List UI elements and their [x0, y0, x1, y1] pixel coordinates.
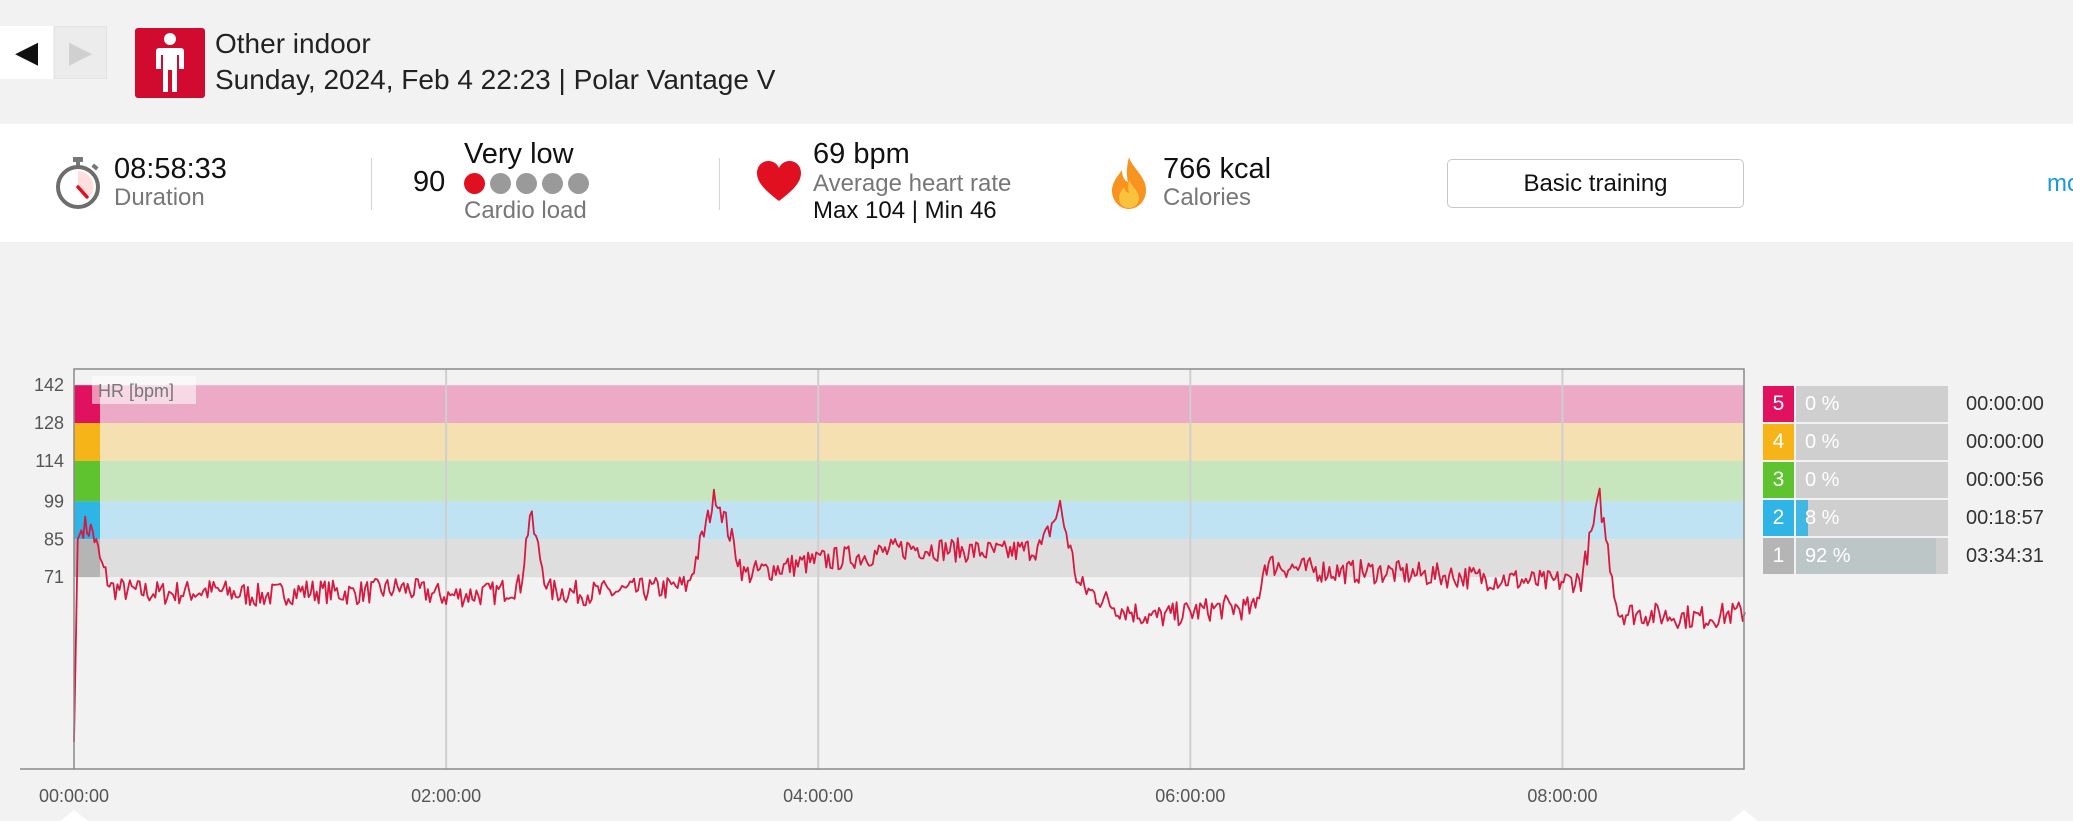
- y-axis-label-bg: [92, 376, 196, 404]
- x-tick-label: 04:00:00: [783, 786, 853, 806]
- y-tick-label: 99: [44, 491, 64, 511]
- heart-rate-chart[interactable]: 142 128 114 99 85 71 00:00:00 02:00:00 04:00:00…: [0, 350, 1760, 821]
- chart-grid: [445, 369, 1564, 769]
- x-tick-label: 02:00:00: [411, 786, 481, 806]
- zone-number-badge: 1: [1763, 538, 1794, 574]
- y-tick-label: 128: [34, 413, 64, 433]
- y-tick-label: 114: [35, 451, 64, 471]
- cardio-load-dots: [464, 173, 589, 194]
- divider: [719, 158, 720, 210]
- hr-zone-band-5: [74, 385, 1744, 424]
- hr-series-line: [73, 487, 1746, 743]
- heart-icon: [756, 160, 802, 207]
- person-standing-icon: [135, 28, 205, 98]
- zone-percent: 8 %: [1805, 507, 1840, 529]
- hr-series: [73, 487, 1746, 743]
- zone-time: 00:00:56: [1966, 469, 2044, 491]
- header-bar: ◀ ▶ Other indoor Sunday, 2024, Feb 4 22:…: [0, 0, 2073, 124]
- zone-bar: [1796, 462, 1948, 498]
- cardio-dot-empty: [490, 173, 511, 194]
- zone-bar: [1796, 386, 1948, 422]
- triangle-left-icon: ◀: [14, 36, 39, 69]
- hr-max-min: Max 104 | Min 46: [813, 197, 997, 224]
- hr-zone-bands: [74, 385, 1744, 578]
- zone-percent: 92 %: [1805, 545, 1851, 567]
- range-handle-left[interactable]: [60, 810, 88, 821]
- x-axis-ticks: 00:00:00 02:00:00 04:00:00 06:00:00 08:00:00: [39, 786, 1598, 806]
- zone-number-badge: 3: [1763, 462, 1794, 498]
- triangle-right-icon: ▶: [68, 36, 93, 69]
- hr-zone-marker-3: [74, 460, 100, 502]
- x-tick-label: 06:00:00: [1155, 786, 1225, 806]
- summary-bar: [0, 124, 2073, 242]
- zone-bar: [1796, 500, 1948, 536]
- cardio-load-label: Cardio load: [464, 197, 587, 224]
- zone-time: 00:00:00: [1966, 431, 2044, 453]
- divider: [371, 158, 372, 210]
- zone-percent: 0 %: [1805, 469, 1840, 491]
- zone-bar: [1796, 538, 1948, 574]
- cardio-dot-filled: [464, 173, 485, 194]
- zone-percent: 0 %: [1805, 431, 1840, 453]
- zone-time: 00:18:57: [1966, 507, 2044, 529]
- cardio-load-level: Very low: [464, 138, 574, 170]
- hr-zone-band-2: [74, 501, 1744, 540]
- zone-bar-fill: [1796, 500, 1809, 536]
- calories-label: Calories: [1163, 184, 1252, 211]
- more-link[interactable]: mo: [2047, 170, 2073, 197]
- zone-percent: 0 %: [1805, 393, 1840, 415]
- hr-zone-band-3: [74, 460, 1744, 502]
- y-tick-label: 85: [44, 529, 64, 549]
- cardio-dot-empty: [568, 173, 589, 194]
- x-tick-label: 08:00:00: [1527, 786, 1597, 806]
- y-tick-label: 142: [34, 375, 64, 395]
- sport-name: Other indoor: [215, 28, 371, 59]
- stopwatch-icon: [54, 156, 102, 215]
- zone-number-badge: 4: [1763, 424, 1794, 460]
- training-type-button[interactable]: Basic training: [1447, 159, 1744, 208]
- zone-time: 00:00:00: [1966, 393, 2044, 415]
- cardio-dot-empty: [542, 173, 563, 194]
- zone-bar: [1796, 424, 1948, 460]
- plot-frame: [73, 368, 1745, 770]
- hr-zone-marker-4: [74, 423, 100, 461]
- average-hr-value: 69 bpm: [813, 138, 910, 170]
- y-tick-label: 71: [44, 567, 64, 587]
- calories-value: 766 kcal: [1163, 153, 1272, 185]
- duration-label: Duration: [114, 184, 205, 211]
- y-axis-label: HR [bpm]: [98, 381, 174, 401]
- average-hr-label: Average heart rate: [813, 170, 1012, 197]
- hr-zone-band-4: [74, 423, 1744, 461]
- flame-icon: [1110, 156, 1148, 215]
- cardio-load-value: 90: [413, 166, 446, 198]
- session-date-device: Sunday, 2024, Feb 4 22:23 | Polar Vantag…: [215, 64, 776, 95]
- zone-number-badge: 2: [1763, 500, 1794, 536]
- previous-session-button[interactable]: ◀: [0, 26, 53, 79]
- next-session-button[interactable]: ▶: [54, 26, 107, 79]
- x-tick-label: 00:00:00: [39, 786, 109, 806]
- y-axis-ticks: 142 128 114 99 85 71: [34, 375, 64, 587]
- range-handle-right[interactable]: [1730, 810, 1758, 821]
- zone-number-badge: 5: [1763, 386, 1794, 422]
- zone-bar-fill: [1796, 538, 1936, 574]
- duration-value: 08:58:33: [114, 153, 227, 185]
- zone-time: 03:34:31: [1966, 545, 2044, 567]
- cardio-dot-empty: [516, 173, 537, 194]
